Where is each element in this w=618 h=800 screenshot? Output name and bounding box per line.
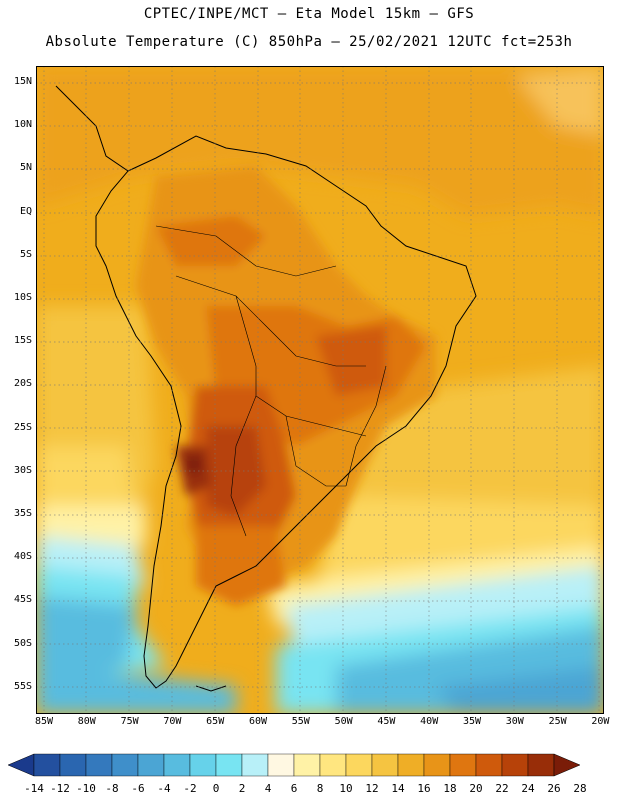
colorbar-label: -2	[183, 782, 197, 795]
colorbar-cell	[371, 753, 399, 777]
lat-label: 10S	[13, 292, 32, 303]
lat-label: EQ	[19, 205, 32, 217]
lon-label: 80W	[77, 716, 96, 727]
lon-label: 55W	[291, 716, 310, 727]
colorbar-label: 18	[443, 782, 457, 795]
colorbar-label: 20	[469, 782, 483, 795]
colorbar-label: 4	[264, 782, 272, 795]
colorbar-cell	[163, 753, 191, 777]
colorbar-label: 14	[391, 782, 405, 795]
colorbar-cell	[475, 753, 503, 777]
lat-label: 30S	[13, 464, 32, 476]
colorbar-label: -10	[76, 782, 96, 795]
lon-label: 60W	[248, 716, 268, 727]
temperature-map	[36, 66, 604, 714]
colorbar-label: 10	[339, 782, 353, 795]
colorbar-label: 8	[316, 782, 324, 795]
colorbar-label: 22	[495, 782, 509, 795]
colorbar-arrow-low	[7, 753, 35, 777]
lat-label: 35S	[13, 508, 32, 519]
colorbar-cell	[345, 753, 373, 777]
lon-label: 70W	[163, 716, 182, 727]
map-title: CPTEC/INPE/MCT – Eta Model 15km – GFS	[143, 6, 475, 22]
lon-label: 40W	[420, 716, 439, 727]
lat-label: 20S	[13, 378, 32, 390]
lat-label: 5N	[19, 162, 32, 174]
lat-label: 15S	[13, 335, 32, 347]
colorbar-label: -8	[105, 782, 119, 795]
colorbar-cell	[111, 753, 139, 777]
colorbar-cell	[59, 753, 87, 777]
lat-label: 40S	[13, 551, 32, 563]
map-subtitle: Absolute Temperature (C) 850hPa – 25/02/…	[45, 34, 573, 50]
lon-label: 65W	[206, 716, 225, 727]
colorbar-cell	[423, 753, 451, 777]
colorbar-cell	[293, 753, 321, 777]
lon-label: 75W	[120, 716, 139, 727]
lat-lon-grid	[36, 66, 604, 714]
colorbar-cell	[241, 753, 269, 777]
colorbar-label: 0	[212, 782, 220, 795]
colorbar-cell	[449, 753, 477, 777]
lat-label: 50S	[13, 637, 32, 649]
lat-label: 45S	[13, 594, 32, 606]
map-frame	[36, 66, 604, 714]
lat-label: 55S	[13, 680, 32, 692]
colorbar-label: 16	[417, 782, 431, 795]
colorbar-cell	[267, 753, 295, 777]
colorbar-label: 26	[547, 782, 561, 795]
colorbar-label: 24	[521, 782, 535, 795]
colorbar-cell	[189, 753, 217, 777]
lon-label: 35W	[462, 716, 482, 727]
lat-label: 5S	[19, 248, 32, 260]
colorbar-label: 12	[365, 782, 379, 795]
colorbar-label: -14	[24, 782, 44, 795]
colorbar-cell	[215, 753, 243, 777]
colorbar-arrow-high	[553, 753, 581, 777]
lon-label: 85W	[34, 716, 54, 727]
lat-label: 25S	[13, 421, 32, 433]
lat-label: 15N	[13, 76, 32, 87]
lat-label: 10N	[13, 119, 32, 131]
colorbar-cell	[137, 753, 165, 777]
lon-label: 25W	[548, 716, 567, 727]
lon-label: 45W	[377, 716, 396, 727]
lon-label: 20W	[591, 716, 610, 727]
colorbar-cell	[501, 753, 529, 777]
colorbar-cell	[85, 753, 113, 777]
country-borders	[155, 225, 387, 537]
colorbar-label: -4	[157, 782, 171, 795]
lon-label: 50W	[334, 716, 353, 727]
colorbar	[7, 753, 581, 777]
colorbar-cell	[319, 753, 347, 777]
colorbar-label: -6	[131, 782, 145, 795]
colorbar-label: -12	[50, 782, 70, 795]
colorbar-label: 6	[290, 782, 298, 795]
lon-label: 30W	[505, 716, 524, 727]
colorbar-cell	[527, 753, 555, 777]
colorbar-cell	[33, 753, 61, 777]
colorbar-label: 28	[573, 782, 587, 795]
colorbar-label: 2	[238, 782, 246, 795]
colorbar-cell	[397, 753, 425, 777]
